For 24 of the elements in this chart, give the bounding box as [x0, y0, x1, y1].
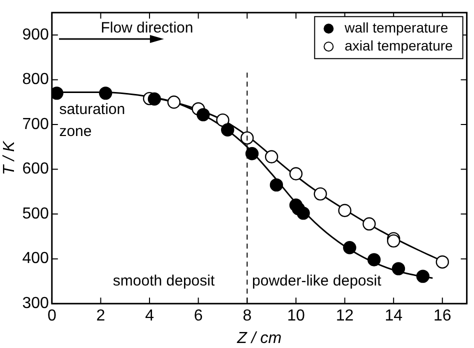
y-tick-label: 400	[22, 250, 49, 268]
legend-label: wall temperature	[344, 19, 448, 36]
y-tick-label: 900	[22, 26, 49, 44]
annotation: saturation zone	[59, 100, 126, 140]
x-tick-label: 4	[145, 308, 154, 325]
x-tick-label: 12	[336, 308, 354, 325]
y-tick-label: 800	[22, 71, 49, 88]
x-tick-label: 10	[287, 308, 305, 325]
y-axis-title: T / K	[1, 140, 18, 175]
x-axis-title: Z / cm	[236, 330, 282, 347]
x-tick-label: 16	[433, 308, 452, 325]
x-tick-label: 6	[194, 308, 203, 325]
y-tick-label: 600	[22, 160, 49, 178]
y-tick-label: 500	[22, 205, 49, 222]
legend-label: axial temperature	[344, 37, 454, 54]
annotation: smooth deposit	[112, 272, 216, 290]
x-tick-label: 14	[384, 308, 403, 325]
y-tick-label: 300	[22, 295, 49, 312]
x-tick-label: 2	[96, 308, 106, 325]
y-tick-label: 700	[22, 116, 49, 133]
annotation: Flow direction	[100, 19, 194, 36]
x-tick-label: 8	[242, 308, 252, 325]
annotation: powder-like deposit	[252, 272, 382, 290]
x-tick-label: 0	[47, 308, 56, 325]
